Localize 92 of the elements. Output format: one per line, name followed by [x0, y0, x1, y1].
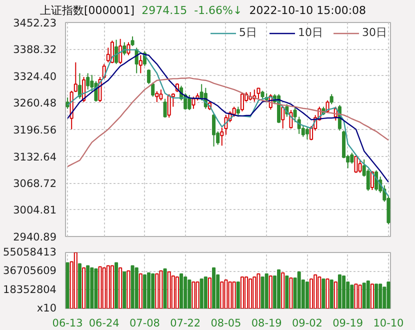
bar	[66, 262, 70, 308]
y-tick-label: 3068.72	[13, 178, 56, 190]
y-tick-label: 3004.81	[13, 204, 56, 217]
bar	[134, 267, 138, 308]
x-tick-label: 06-13	[52, 318, 83, 330]
bar	[330, 280, 334, 308]
legend-label: 10日	[298, 25, 323, 40]
candlestick	[330, 94, 334, 105]
candlestick	[155, 90, 159, 103]
x-tick-label: 08-05	[210, 318, 242, 330]
y-tick-label: 18352804	[3, 284, 57, 296]
candlestick	[305, 126, 309, 140]
y-tick-label: 3388.32	[13, 44, 56, 56]
bar	[163, 268, 167, 308]
bar	[285, 275, 289, 308]
bar	[305, 282, 309, 308]
bar	[350, 284, 354, 308]
candlestick	[358, 158, 362, 174]
bar	[374, 284, 378, 308]
x-tick-label: 07-08	[129, 318, 160, 330]
candlestick	[114, 39, 118, 65]
text: -1.66%↓	[194, 4, 242, 17]
x-tick-label: 06-24	[88, 318, 120, 330]
candlestick	[350, 152, 354, 164]
y-tick-label: 55058413	[3, 246, 57, 258]
candlestick	[236, 106, 240, 118]
candlestick	[163, 98, 167, 118]
candlestick	[86, 72, 90, 90]
bar	[188, 280, 192, 308]
bar	[212, 267, 216, 308]
legend-label: 5日	[239, 25, 258, 40]
y-tick-label: 3324.40	[13, 71, 56, 83]
bar	[86, 265, 90, 308]
candlestick	[147, 68, 151, 85]
x-tick-label: 10-10	[373, 318, 404, 330]
bar	[90, 267, 94, 308]
text: 2022-10-10 15:00:08	[249, 4, 366, 17]
x-tick-label: 07-22	[170, 318, 201, 330]
candlestick	[240, 92, 244, 112]
y-tick-label: 3260.48	[13, 98, 56, 110]
y-tick-label: 3196.56	[13, 124, 57, 136]
bar	[236, 282, 240, 308]
bar	[114, 262, 118, 308]
bar	[297, 271, 301, 308]
bar	[184, 276, 188, 308]
bar	[342, 275, 346, 308]
bar	[366, 280, 370, 308]
candlestick	[192, 96, 196, 110]
candlestick	[232, 106, 236, 118]
candlestick	[167, 94, 171, 118]
y-tick-label: x10	[36, 302, 57, 314]
x-tick-label: 09-02	[292, 318, 322, 330]
bar	[130, 265, 134, 308]
legend-label: 30日	[362, 25, 387, 40]
bar	[142, 274, 146, 308]
bar	[260, 276, 264, 308]
candlestick	[354, 155, 358, 174]
bar	[180, 273, 184, 308]
bar	[264, 273, 268, 308]
bar	[78, 263, 82, 308]
candlestick	[159, 89, 163, 101]
bar	[122, 271, 126, 308]
bar	[204, 276, 208, 308]
bar	[277, 269, 281, 308]
candlestick	[366, 168, 370, 192]
bar	[378, 284, 382, 308]
candlestick	[74, 62, 78, 93]
y-tick-label: 3132.64	[13, 151, 57, 164]
bar	[338, 274, 342, 308]
bar	[200, 278, 204, 308]
chart-title: 上证指数[000001]	[40, 4, 135, 17]
y-tick-label: 2940.89	[13, 232, 56, 244]
candlestick	[138, 54, 142, 74]
line-series	[66, 77, 390, 168]
bar	[147, 272, 151, 308]
candlestick	[130, 36, 134, 47]
candlestick	[212, 113, 216, 147]
bar	[151, 273, 155, 308]
bar	[386, 282, 390, 308]
y-tick-label: 3452.23	[13, 18, 56, 30]
candlestick	[281, 105, 285, 129]
candlestick	[118, 38, 122, 65]
y-tick-label: 36705609	[3, 265, 57, 278]
bar	[94, 268, 98, 308]
bar	[362, 282, 366, 308]
candlestick	[293, 107, 297, 123]
bar	[322, 278, 326, 308]
text: 2974.15	[142, 4, 188, 17]
candlestick	[370, 170, 374, 190]
x-tick-label: 09-19	[332, 318, 364, 330]
candlestick	[188, 94, 192, 111]
x-tick-label: 08-19	[251, 318, 282, 330]
